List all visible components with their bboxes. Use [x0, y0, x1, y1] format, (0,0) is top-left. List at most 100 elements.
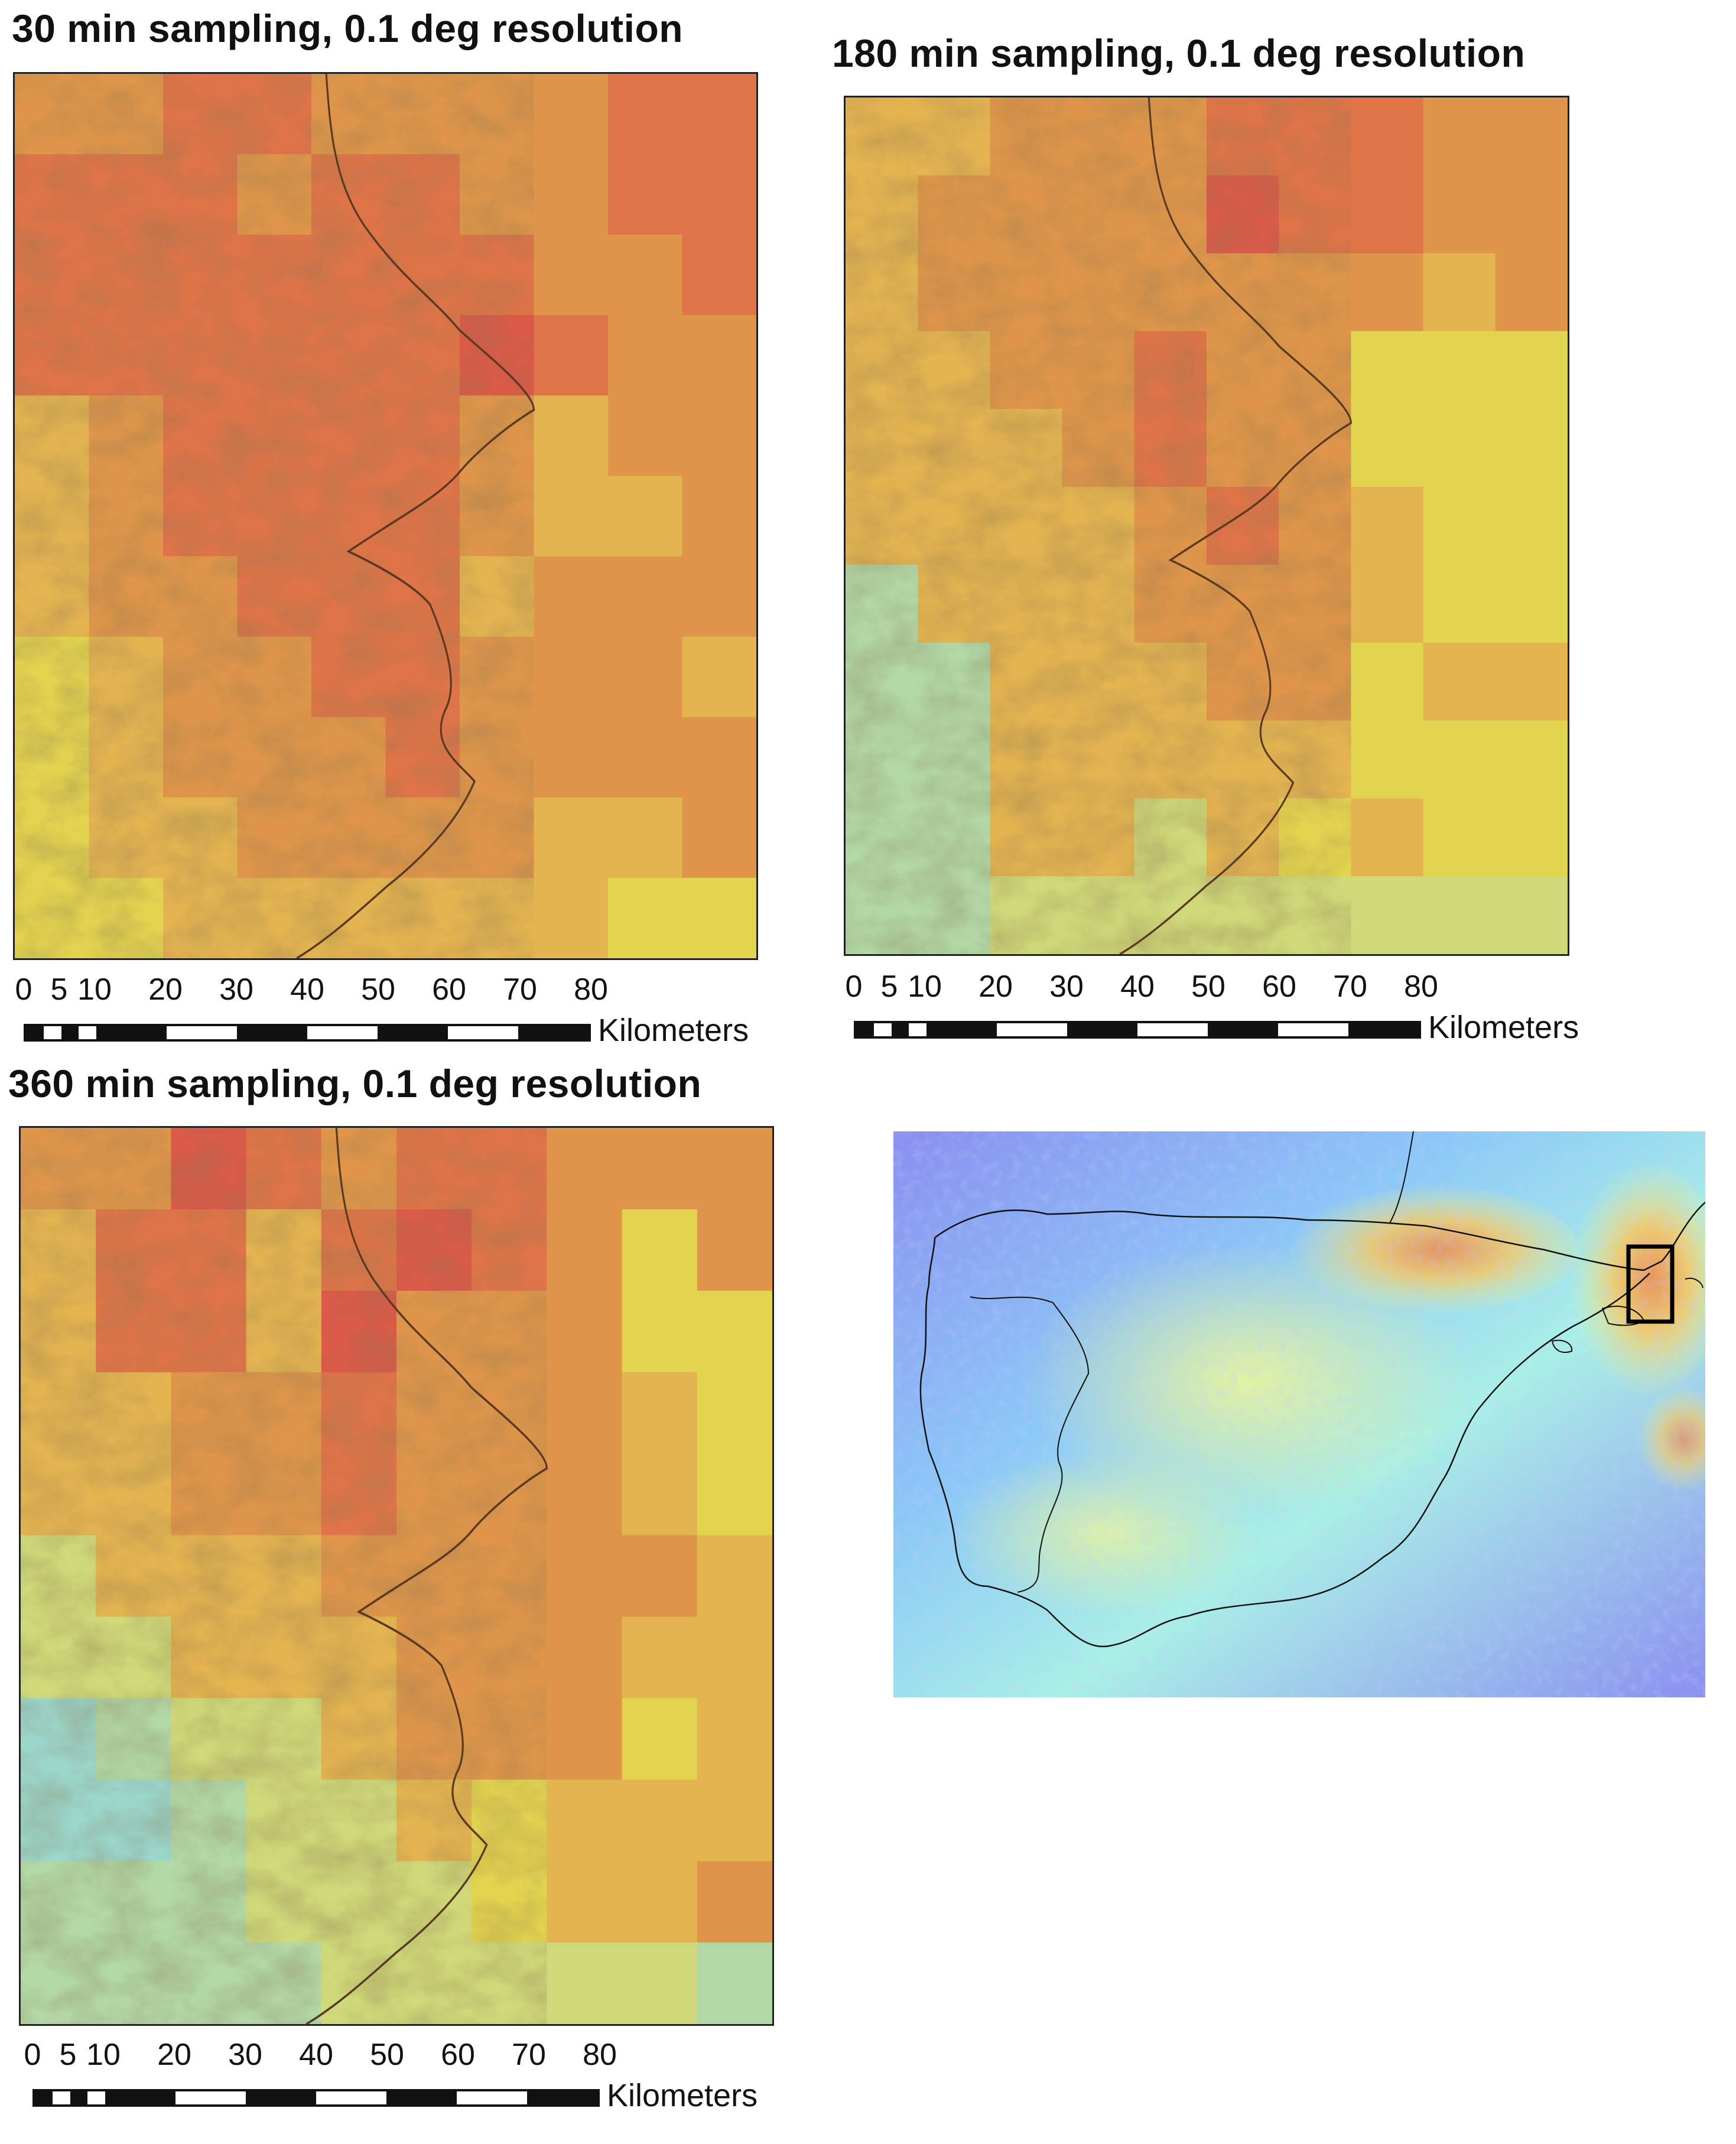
grid-cell [534, 636, 609, 718]
noise-texture [893, 1131, 1705, 1697]
grid-cell [1423, 720, 1496, 799]
scale-tick-label: 80 [574, 972, 608, 1007]
grid-cell [460, 476, 535, 557]
grid-cell [1495, 876, 1568, 954]
scale-tick-label: 30 [219, 972, 253, 1007]
grid-cell [622, 1128, 698, 1210]
grid-cell [622, 1535, 698, 1618]
scale-tick-label: 0 [15, 972, 32, 1007]
grid-cell [1423, 564, 1496, 643]
scale-tick-label: 40 [299, 2038, 333, 2072]
heatmap-grid-180min [846, 97, 1568, 954]
grid-cell [697, 1453, 772, 1536]
grid-cell [472, 1535, 548, 1618]
overview-map-iberia [893, 1131, 1705, 1697]
scale-bar-segment [175, 2091, 246, 2104]
grid-cell [622, 1453, 698, 1536]
coastline [1119, 97, 1352, 954]
scale-tick-label: 20 [978, 969, 1013, 1004]
grid-cell [608, 235, 683, 316]
scale-bar-segment [237, 1026, 307, 1039]
scale-bar-segment [457, 2091, 527, 2104]
grid-cell [1351, 642, 1424, 721]
grid-cell [460, 74, 535, 155]
grid-cell [682, 154, 756, 236]
grid-cell [622, 1698, 698, 1781]
grid-cell [697, 1209, 772, 1291]
scale-bar-segment [873, 1023, 892, 1036]
grid-cell [547, 1698, 623, 1781]
grid-cell [534, 877, 609, 958]
heatmap-grid-30min [15, 74, 756, 958]
grid-cell [1351, 487, 1424, 565]
scalebar-360min: 0 5 10 20 30 40 50 60 70 80 Kilometers [24, 2037, 789, 2114]
grid-cell [472, 1290, 548, 1373]
scale-bar-segment [909, 1023, 926, 1036]
grid-cell [547, 1290, 623, 1373]
grid-cell [1351, 876, 1424, 954]
scale-tick-label: 10 [908, 969, 942, 1004]
grid-cell [547, 1209, 623, 1291]
portugal-spain-border [970, 1296, 1090, 1593]
grid-cell [472, 1861, 548, 1943]
scalebar-30min: 0 5 10 20 30 40 50 60 70 80 Kilometers [15, 972, 774, 1049]
scale-bar-segment [43, 1026, 61, 1039]
grid-cell [1423, 642, 1496, 721]
map-360min [19, 1126, 774, 2026]
iberia-coastline [919, 1202, 1705, 1648]
grid-cell [1423, 175, 1496, 254]
grid-cell [534, 717, 609, 798]
grid-cell [396, 1209, 472, 1291]
scale-tick-label: 70 [1333, 969, 1367, 1004]
grid-cell [682, 797, 756, 879]
terrain-hillshade [15, 74, 534, 958]
scale-tick-label: 0 [24, 2038, 41, 2072]
grid-cell [1351, 409, 1424, 487]
panel-title-30min: 30 min sampling, 0.1 deg resolution [12, 6, 684, 50]
grid-cell [534, 476, 609, 557]
grid-cell [396, 1943, 472, 2024]
grid-cell [608, 395, 683, 477]
scale-bar-segment [1137, 1023, 1208, 1036]
grid-cell [697, 1779, 772, 1862]
grid-cell [472, 1616, 548, 1699]
grid-cell [697, 1372, 772, 1455]
terrain-hillshade [21, 1128, 547, 2024]
grid-cell [1495, 331, 1568, 410]
scalebar-180min: 0 5 10 20 30 40 50 60 70 80 Kilometers [845, 969, 1604, 1046]
grid-cell [1423, 253, 1496, 332]
balearic-island [1551, 1339, 1573, 1353]
grid-cell [1423, 876, 1496, 954]
scale-tick-label: 0 [845, 969, 863, 1004]
grid-cell [622, 1943, 698, 2024]
scale-unit-label: Kilometers [1428, 1010, 1579, 1045]
scale-bar-segment [70, 2091, 88, 2104]
scale-tick-label: 10 [77, 972, 112, 1007]
scale-tick-label: 40 [290, 972, 324, 1007]
grid-cell [622, 1779, 698, 1862]
scale-tick-label: 60 [1262, 969, 1296, 1004]
grid-cell [472, 1943, 548, 2024]
scale-bar [24, 1024, 591, 1042]
scale-unit-label: Kilometers [607, 2078, 758, 2113]
scale-bar-segment [96, 1026, 167, 1039]
scale-bar-segment [1067, 1023, 1137, 1036]
grid-cell [1351, 175, 1424, 254]
scale-bar-segment [1348, 1023, 1419, 1036]
grid-cell [1495, 487, 1568, 565]
scale-bar-segment [105, 2091, 175, 2104]
grid-cell [622, 1209, 698, 1291]
grid-cell [1495, 642, 1568, 721]
grid-cell [547, 1453, 623, 1536]
scale-tick-label: 60 [441, 2038, 475, 2072]
study-area-box [1626, 1244, 1675, 1324]
scale-bar-segment [79, 1026, 96, 1039]
grid-cell [385, 877, 460, 958]
scale-tick-label: 5 [880, 969, 898, 1004]
grid-cell [534, 154, 609, 236]
grid-cell [697, 1128, 772, 1210]
grid-cell [1495, 97, 1568, 176]
scale-bar-segment [307, 1026, 378, 1039]
grid-cell [1495, 253, 1568, 332]
grid-cell [534, 74, 609, 155]
